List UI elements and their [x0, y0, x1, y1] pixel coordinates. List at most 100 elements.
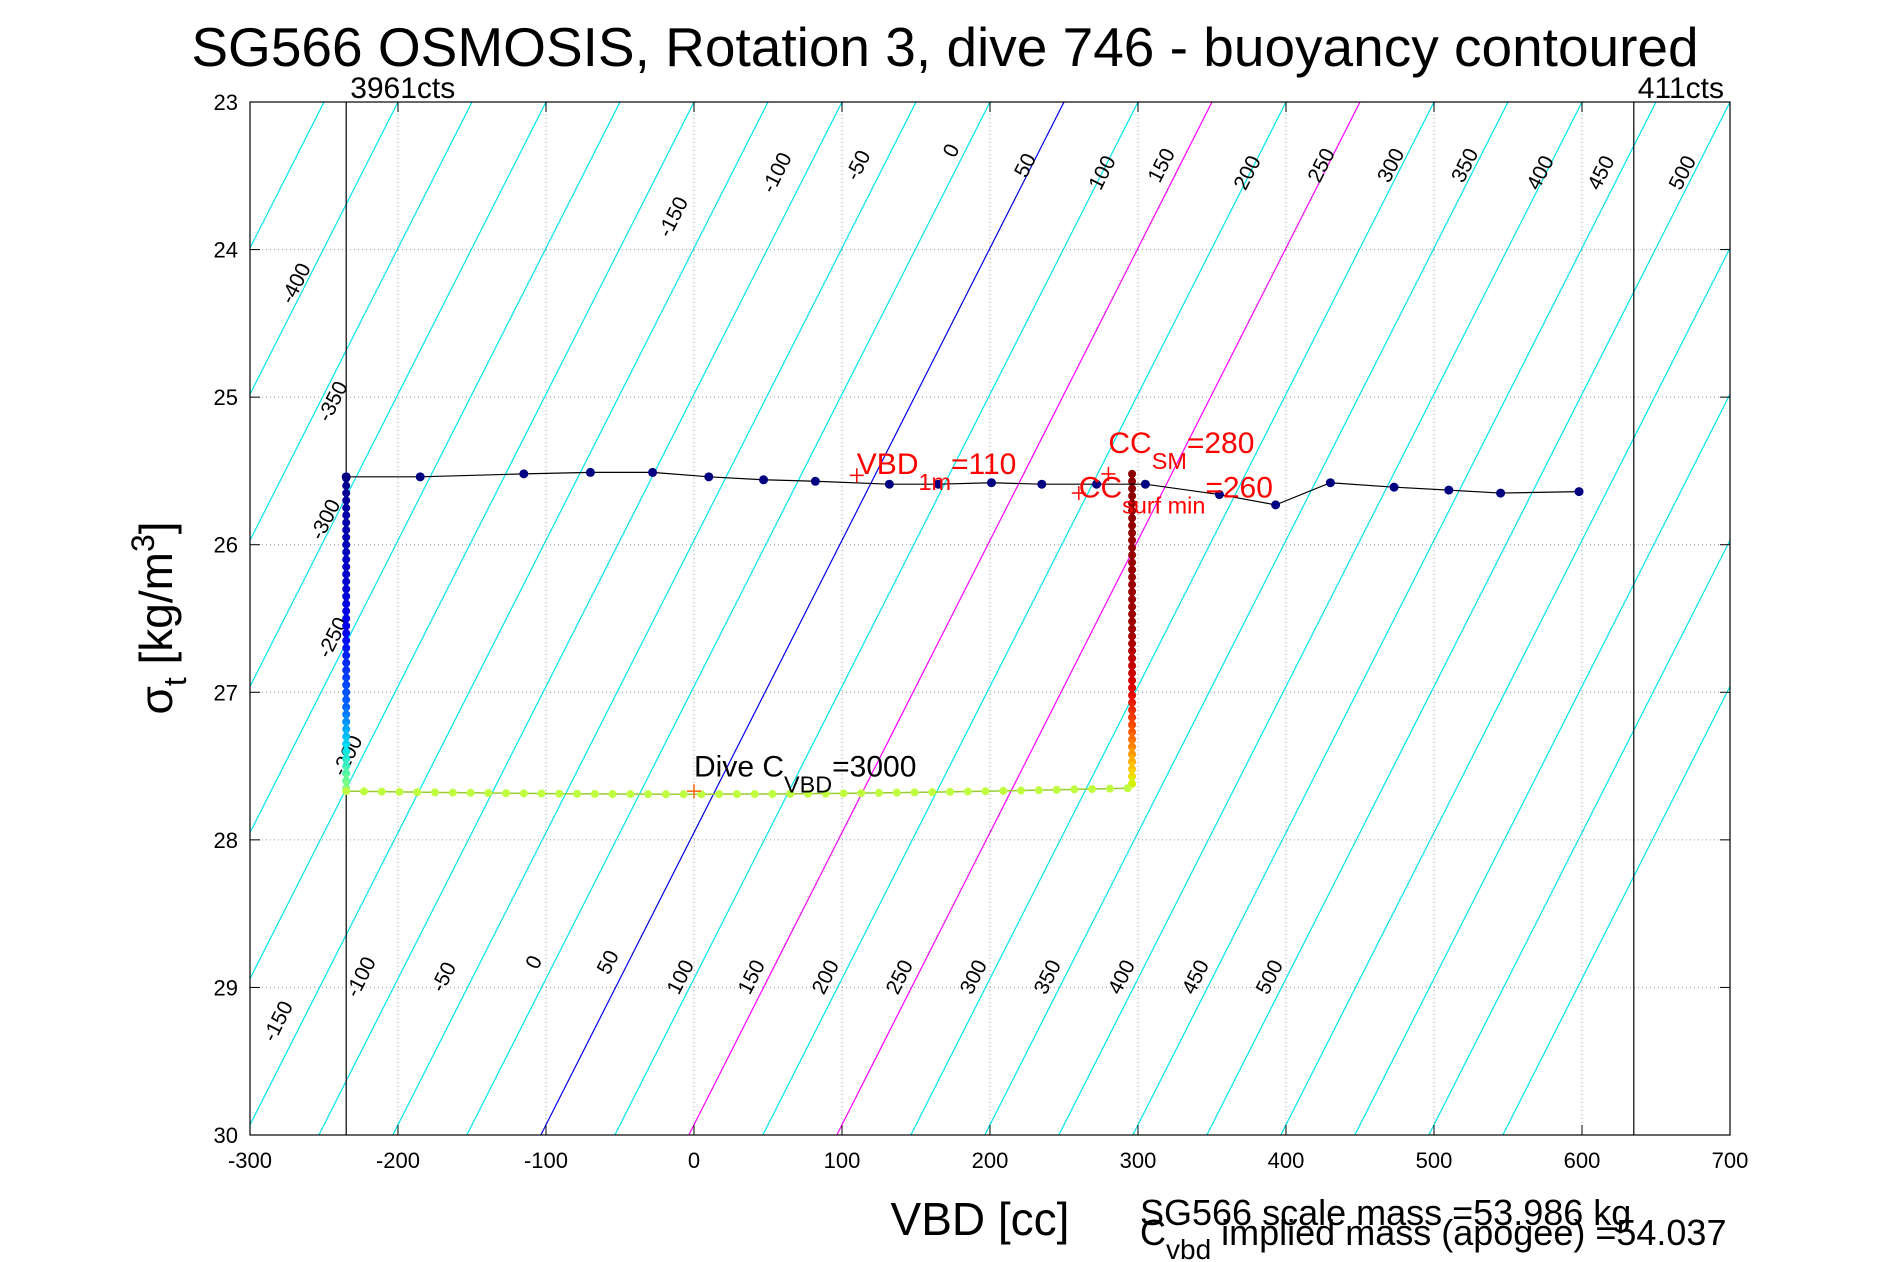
apogee-point: [946, 787, 955, 796]
surface-point: [1140, 479, 1150, 489]
x-tick-label: 0: [688, 1148, 700, 1173]
contour-line: [318, 102, 843, 1135]
surface-point: [759, 475, 769, 485]
apogee-point: [537, 789, 546, 798]
surface-point: [415, 472, 425, 482]
apogee-point: [697, 790, 706, 799]
surface-point: [1092, 479, 1102, 489]
apogee-point: [803, 789, 812, 798]
surface-point: [585, 467, 595, 477]
contour-label: 450: [1583, 152, 1619, 194]
contour-line: [0, 102, 102, 1135]
contour-label: -350: [313, 378, 353, 426]
contour-line: [250, 102, 547, 688]
annotation-label: VBD1m=110: [857, 448, 1017, 495]
apogee-point: [1105, 784, 1114, 793]
contour-label: 350: [1030, 956, 1066, 998]
apogee-point: [963, 787, 972, 796]
contour-label: -50: [841, 147, 875, 184]
apogee-point: [342, 787, 351, 796]
contour-line: [250, 102, 769, 1127]
contour-label: 300: [1373, 145, 1409, 187]
apogee-point: [448, 788, 457, 797]
contour-label: 350: [1447, 145, 1483, 187]
y-tick-label: 27: [214, 680, 238, 705]
x-tick-label: 200: [972, 1148, 1009, 1173]
scale-mass-note: SG566 scale mass =53.986 kg: [1140, 1192, 1631, 1233]
surface-point: [1389, 482, 1399, 492]
surface-point: [1444, 485, 1454, 495]
annotation-label: CCsurf min=260: [1079, 471, 1273, 518]
contour-label: 50: [593, 947, 624, 978]
apogee-point: [875, 788, 883, 797]
grid: [250, 102, 1730, 1135]
x-tick-label: 600: [1564, 1148, 1601, 1173]
apogee-point: [377, 787, 386, 796]
x-tick-label: -100: [524, 1148, 568, 1173]
apogee-point: [431, 788, 439, 797]
contour-line: [1502, 685, 1730, 1135]
apogee-point: [644, 790, 653, 799]
surface-point: [1037, 479, 1047, 489]
apogee-point: [750, 790, 759, 799]
apogee-point: [502, 789, 511, 798]
contour-label: -150: [258, 997, 298, 1045]
apogee-point: [715, 790, 724, 799]
apogee-point: [999, 786, 1008, 795]
contour-label: 0: [521, 952, 547, 973]
apogee-point: [857, 789, 866, 798]
apogee-point: [1034, 786, 1043, 795]
apogee-point: [413, 788, 422, 797]
implied-mass-note: Cvbd implied mass (apogee) =54.037: [1140, 1212, 1726, 1262]
contour-labels: -400-350-300-250-200-150-100-50050100150…: [258, 140, 1700, 1045]
y-tick-label: 28: [214, 828, 238, 853]
apogee-point: [928, 788, 937, 797]
contour-line: [250, 102, 251, 104]
surface-point: [1214, 490, 1224, 500]
surface-point: [1325, 478, 1335, 488]
contour-line: [1280, 246, 1730, 1135]
apogee-point: [590, 789, 599, 798]
contour-line: [466, 102, 991, 1135]
x-tick-label: -200: [376, 1148, 420, 1173]
apogee-point: [466, 788, 475, 797]
apogee-point: [661, 790, 670, 799]
x-tick-label: 500: [1416, 1148, 1453, 1173]
surface-point: [519, 469, 529, 479]
vbd-limit-label: 411cts: [1638, 72, 1724, 105]
apogee-point: [1088, 785, 1097, 794]
contour-line: [250, 102, 473, 542]
contour-label: -100: [341, 953, 381, 1001]
contour-label: 0: [939, 140, 965, 161]
contour-line: [1206, 102, 1730, 1135]
annotation-label: CCSM=280: [1108, 427, 1254, 474]
contour-line: [1132, 102, 1657, 1135]
contour-line: [1058, 102, 1583, 1135]
apogee-point: [981, 787, 990, 796]
surface-point: [648, 467, 658, 477]
contour-label: 100: [1084, 152, 1120, 194]
contour-line: [984, 102, 1509, 1135]
apogee-point: [359, 787, 368, 796]
contour-line: [1354, 392, 1730, 1135]
axis-ticks: -300 -200 -100 0 100 200 300 400 500 600 700232425…: [214, 90, 1749, 1173]
contour-label: 250: [882, 956, 918, 998]
contour-line: [250, 102, 399, 396]
buoyancy-contours: [0, 102, 1730, 1135]
contour-line: [688, 102, 1213, 1135]
x-tick-label: 400: [1268, 1148, 1305, 1173]
apogee-point: [910, 788, 919, 797]
contour-label: 300: [956, 956, 992, 998]
apogee-point: [519, 789, 528, 798]
apogee-point: [786, 789, 795, 798]
annotation-label: Dive CVBD=3000: [694, 750, 916, 797]
contour-line: [250, 102, 695, 980]
apogee-point: [768, 789, 777, 798]
surface-point: [704, 472, 714, 482]
contour-label: -400: [276, 260, 316, 308]
contour-label: 200: [1229, 152, 1265, 194]
contour-label: -50: [427, 958, 461, 995]
contour-line: [614, 102, 1139, 1135]
contour-label: 500: [1665, 152, 1701, 194]
contour-label: 150: [734, 956, 770, 998]
